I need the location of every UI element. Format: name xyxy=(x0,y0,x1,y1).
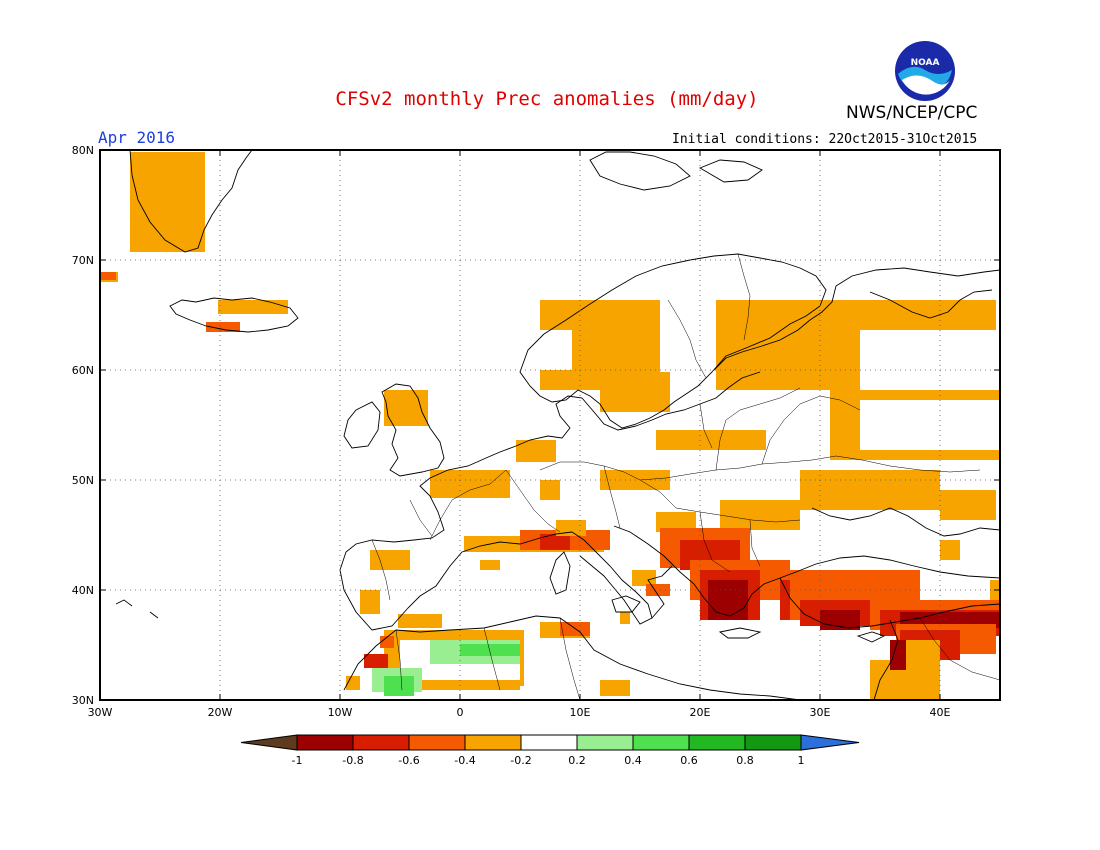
colorbar-label: 0.8 xyxy=(736,754,754,767)
anomaly-cell xyxy=(370,550,410,570)
anomaly-cell xyxy=(656,512,696,532)
anomaly-field xyxy=(100,152,1000,700)
anomaly-cell xyxy=(860,330,1000,390)
anomaly-cell xyxy=(360,590,380,614)
anomaly-cell xyxy=(720,500,800,530)
colorbar-label: 0.4 xyxy=(624,754,642,767)
anomaly-cell xyxy=(800,470,940,510)
lon-tick-label: 20W xyxy=(208,706,233,719)
colorbar-segment xyxy=(296,734,354,751)
graticule xyxy=(100,150,1000,700)
colorbar-segment xyxy=(408,734,466,751)
anomaly-cell xyxy=(516,440,556,462)
colorbar-label: -0.2 xyxy=(510,754,531,767)
anomaly-cell xyxy=(940,490,996,520)
map-title: CFSv2 monthly Prec anomalies (mm/day) xyxy=(335,88,759,110)
anomaly-cell xyxy=(100,272,116,280)
country-borders xyxy=(371,253,1000,700)
map-frame xyxy=(99,149,1001,701)
lat-tick-label: 50N xyxy=(72,474,94,487)
lon-tick-label: 30W xyxy=(88,706,113,719)
colorbar-label: -0.6 xyxy=(398,754,419,767)
anomaly-cell xyxy=(460,644,520,656)
lon-tick-label: 40E xyxy=(930,706,951,719)
colorbar-over-arrow xyxy=(800,734,860,751)
colorbar-label: 0.6 xyxy=(680,754,698,767)
colorbar-segment xyxy=(352,734,410,751)
lat-tick-label: 40N xyxy=(72,584,94,597)
colorbar-under-arrow xyxy=(240,734,298,751)
lat-tick-label: 60N xyxy=(72,364,94,377)
svg-text:NOAA: NOAA xyxy=(911,58,940,68)
anomaly-cell xyxy=(380,636,394,648)
anomaly-cell xyxy=(540,330,572,370)
anomaly-cell xyxy=(600,372,670,412)
agency-label: NWS/NCEP/CPC xyxy=(846,103,978,123)
colorbar-segment xyxy=(520,734,578,751)
lon-tick-label: 0 xyxy=(457,706,464,719)
lat-tick-label: 30N xyxy=(72,694,94,707)
lat-tick-label: 70N xyxy=(72,254,94,267)
initial-conditions-label: Initial conditions: 22Oct2015-31Oct2015 xyxy=(672,132,978,147)
valid-month-label: Apr 2016 xyxy=(98,128,176,147)
lon-tick-label: 30E xyxy=(810,706,831,719)
anomaly-cell xyxy=(430,470,510,498)
colorbar-label: 0.2 xyxy=(568,754,586,767)
anomaly-cell xyxy=(540,534,570,550)
colorbar-segment xyxy=(632,734,690,751)
lat-tick-label: 80N xyxy=(72,144,94,157)
lon-tick-label: 20E xyxy=(690,706,711,719)
anomaly-cell xyxy=(890,640,906,670)
anomaly-cell xyxy=(556,520,586,536)
anomaly-cell xyxy=(600,680,630,696)
lon-tick-label: 10W xyxy=(328,706,353,719)
anomaly-cell xyxy=(900,640,940,664)
colorbar-label: -1 xyxy=(292,754,303,767)
anomaly-cell xyxy=(218,300,288,314)
colorbar-segment xyxy=(464,734,522,751)
colorbar-label: -0.8 xyxy=(342,754,363,767)
anomaly-cell xyxy=(364,654,388,668)
colorbar-label: 1 xyxy=(798,754,805,767)
colorbar-segment xyxy=(688,734,746,751)
colorbar-label: -0.4 xyxy=(454,754,475,767)
anomaly-cell xyxy=(708,580,748,620)
anomaly-cell xyxy=(860,400,1000,450)
anomaly-cell xyxy=(656,430,766,450)
anomaly-cell xyxy=(398,614,442,628)
colorbar-segment xyxy=(744,734,802,751)
colorbar: -1 -0.8 -0.6 -0.4 -0.2 0.2 0.4 0.6 0.8 1 xyxy=(240,734,860,767)
noaa-logo: NOAA xyxy=(894,40,956,106)
anomaly-cell xyxy=(480,560,500,570)
anomaly-cell xyxy=(384,676,414,696)
anomaly-cell xyxy=(140,200,200,248)
anomaly-cell xyxy=(632,570,656,586)
anomaly-cell xyxy=(620,612,630,624)
anomaly-cell xyxy=(206,322,240,332)
anomaly-cell xyxy=(646,584,670,596)
anomaly-cell xyxy=(940,540,960,560)
lon-tick-label: 10E xyxy=(570,706,591,719)
anomaly-cell xyxy=(540,480,560,500)
colorbar-segment xyxy=(576,734,634,751)
